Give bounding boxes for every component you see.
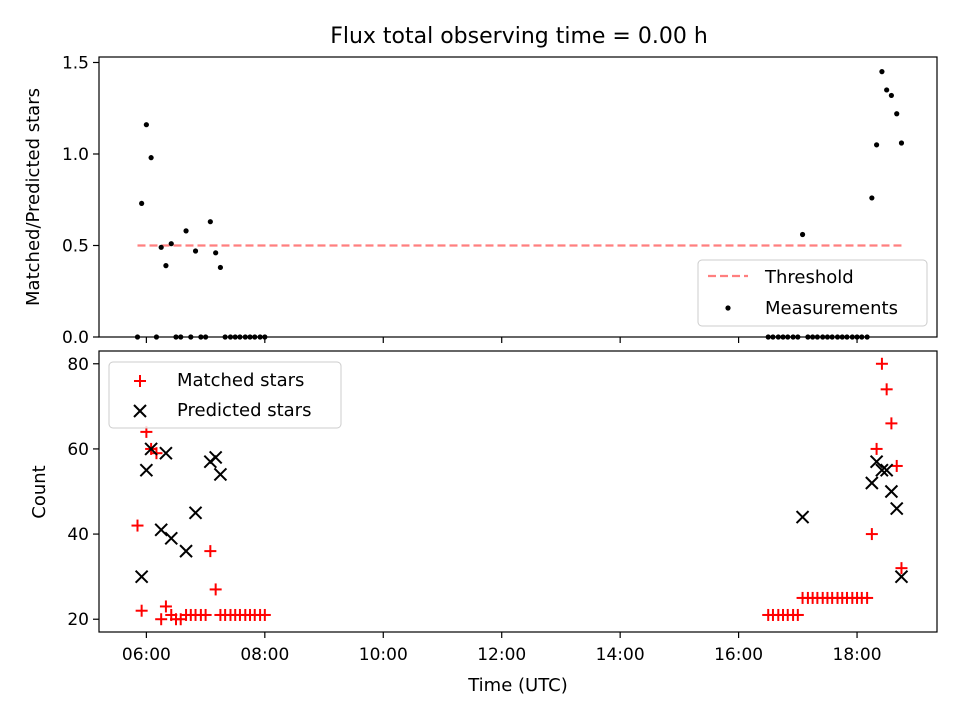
x-tick-label: 10:00	[359, 645, 408, 665]
bottom-y-tick-label: 80	[67, 355, 89, 375]
top-y-axis-label: Matched/Predicted stars	[23, 88, 44, 306]
predicted-star-point	[865, 476, 879, 490]
matched-star-point	[791, 608, 804, 621]
matched-star-point	[861, 591, 874, 604]
top-y-tick-label: 0.5	[62, 236, 89, 256]
bottom-y-tick-label: 60	[67, 440, 89, 460]
x-tick-label: 18:00	[833, 645, 882, 665]
matched-star-point	[890, 459, 903, 472]
predicted-star-point	[875, 463, 889, 477]
predicted-star-point	[179, 544, 193, 558]
measurement-point	[158, 244, 164, 250]
bottom-y-axis-label: Count	[29, 465, 50, 518]
matched-legend-label: Matched stars	[177, 370, 304, 391]
measurement-point	[898, 140, 905, 146]
top-y-tick-label: 1.5	[62, 53, 89, 73]
measurement-point	[148, 155, 154, 161]
top-legend: Threshold Measurements	[697, 259, 928, 327]
bottom-y-ticks: 20 40 60 80	[67, 355, 99, 630]
predicted-star-point	[154, 523, 168, 537]
matched-star-point	[209, 583, 222, 596]
top-y-ticks: 0.0 0.5 1.0 1.5	[62, 53, 99, 348]
measurement-point	[884, 87, 890, 93]
measurement-point	[183, 228, 189, 234]
measurement-point	[163, 263, 169, 269]
predicted-legend-marker	[133, 404, 147, 418]
predicted-star-point	[890, 501, 904, 516]
predicted-star-point	[164, 531, 178, 546]
bottom-axes-frame	[98, 350, 938, 633]
matched-star-point	[159, 600, 172, 613]
matched-star-point	[199, 608, 212, 621]
predicted-star-point	[213, 467, 228, 482]
x-tick-label: 12:00	[477, 645, 526, 665]
bottom-y-tick-label: 20	[67, 610, 89, 630]
bottom-legend-box	[108, 361, 342, 429]
matched-star-point	[135, 604, 148, 617]
bottom-y-tick-label: 40	[67, 525, 89, 545]
x-tick-label: 14:00	[596, 645, 645, 665]
x-tick-label: 06:00	[122, 645, 171, 665]
predicted-star-point	[869, 454, 884, 469]
predicted-star-point	[208, 450, 223, 465]
matched-star-point	[870, 442, 883, 455]
measurement-point	[873, 142, 880, 148]
matched-star-point	[880, 383, 893, 396]
predicted-star-point	[139, 463, 154, 477]
predicted-stars-series	[134, 442, 909, 584]
matched-star-point	[865, 528, 878, 541]
top-y-tick-label: 1.0	[62, 145, 89, 165]
bottom-legend: Matched stars Predicted stars	[108, 361, 342, 429]
measurement-point	[894, 111, 900, 117]
predicted-star-point	[884, 484, 899, 499]
x-axis-label: Time (UTC)	[467, 675, 568, 696]
top-panel: 0.0 0.5 1.0 1.5 Matched/Predicted stars Thr…	[23, 53, 938, 348]
measurement-point	[143, 122, 149, 128]
measurement-point	[168, 241, 174, 247]
matched-star-point	[895, 562, 908, 575]
predicted-star-point	[894, 569, 909, 584]
x-tick-label: 16:00	[714, 645, 763, 665]
top-y-tick-label: 0.0	[62, 328, 89, 348]
measurement-point	[139, 200, 145, 207]
matched-star-point	[875, 357, 888, 370]
measurement-point	[213, 250, 219, 256]
measurement-point	[879, 69, 885, 75]
threshold-legend-label: Threshold	[764, 267, 854, 288]
matched-star-point	[204, 545, 217, 558]
predicted-star-point	[134, 569, 149, 584]
chart-title: Flux total observing time = 0.00 h	[330, 24, 708, 49]
measurement-point	[207, 219, 213, 225]
predicted-star-point	[159, 446, 173, 460]
matched-star-point	[131, 519, 144, 532]
matched-stars-series	[131, 357, 908, 626]
measurement-point	[192, 248, 199, 254]
bottom-x-ticks: 06:00 08:00 10:00 12:00 14:00 16:00 18:00	[122, 632, 882, 665]
predicted-star-point	[795, 510, 810, 524]
predicted-star-point	[144, 442, 158, 456]
matched-star-point	[258, 608, 271, 621]
measurements-legend-marker	[725, 305, 731, 311]
measurement-point	[888, 92, 894, 99]
predicted-star-point	[188, 506, 203, 520]
measurement-point	[217, 264, 224, 271]
top-axes-frame	[98, 56, 938, 338]
measurement-point	[799, 231, 806, 238]
matched-legend-marker	[134, 375, 146, 387]
predicted-legend-label: Predicted stars	[177, 400, 311, 421]
bottom-panel: 20 40 60 80 06:00 08:00 10:00 12:00 14:00 16:00 1…	[29, 350, 938, 696]
measurements-legend-label: Measurements	[765, 298, 898, 319]
x-tick-label: 08:00	[240, 645, 289, 665]
matched-star-point	[155, 613, 168, 626]
predicted-star-point	[879, 463, 894, 477]
measurement-point	[869, 195, 875, 201]
matched-star-point	[885, 417, 898, 430]
top-legend-box	[697, 259, 928, 327]
